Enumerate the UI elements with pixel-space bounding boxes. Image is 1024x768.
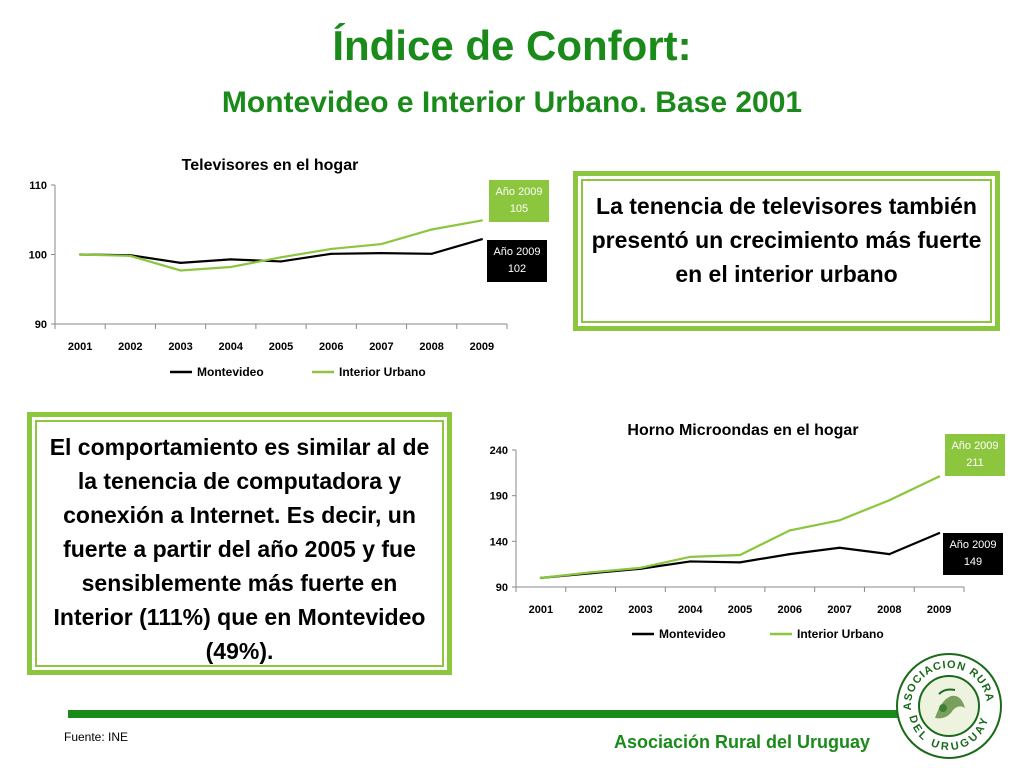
legend-label: Interior Urbano (797, 627, 884, 641)
data-point (838, 519, 841, 522)
data-point (330, 247, 333, 251)
chart-title: Horno Microondas en el hogar (627, 422, 858, 439)
data-point (279, 256, 283, 259)
x-tick-label: 2008 (419, 341, 443, 353)
y-tick-label: 90 (35, 319, 47, 331)
data-point (179, 261, 182, 264)
x-tick-label: 2009 (927, 604, 951, 616)
x-tick-label: 2002 (578, 604, 602, 616)
data-point (788, 553, 791, 556)
data-point (330, 252, 333, 255)
data-point (229, 265, 232, 269)
data-point (888, 553, 891, 556)
x-tick-label: 2008 (877, 604, 901, 616)
data-point (738, 561, 742, 564)
data-point (480, 238, 483, 241)
x-tick-label: 2006 (319, 341, 343, 353)
data-point (539, 576, 542, 579)
annotation-label: Año 2009 (949, 539, 997, 551)
data-point (380, 252, 383, 255)
x-tick-label: 2003 (168, 341, 192, 353)
chart-televisores: Televisores en el hogar 90 100 110 2001 2002 2… (29, 157, 508, 379)
y-tick-label: 100 (29, 250, 47, 262)
callout-text: El comportamiento es similar al de la te… (49, 434, 430, 664)
callout-box-comportamiento: El comportamiento es similar al de la te… (27, 412, 452, 675)
annotation-microondas-montevideo-2009: Año 2009 149 (943, 533, 1003, 575)
data-point (430, 252, 433, 255)
x-tick-label: 2006 (778, 604, 802, 616)
data-point (689, 560, 692, 563)
chart-title: Televisores en el hogar (182, 157, 359, 174)
annotation-label: Año 2009 (493, 246, 541, 258)
data-point (79, 253, 82, 256)
annotation-value: 105 (509, 203, 529, 215)
chart-microondas: Horno Microondas en el hogar 90 140 190 240 2… (490, 422, 965, 641)
annotation-value: 211 (966, 457, 984, 469)
x-tick-label: 2004 (678, 604, 703, 616)
data-point (888, 499, 891, 502)
asociacion-rural-logo: ASOCIACION RURAL DEL URUGUAY (895, 652, 1002, 759)
organization-name: Asociación Rural del Uruguay (614, 732, 871, 752)
data-point (788, 529, 791, 532)
page-title: Índice de Confort: (332, 22, 692, 69)
annotation-label: Año 2009 (495, 186, 543, 198)
x-tick-label: 2007 (827, 604, 851, 616)
data-point (480, 219, 483, 222)
data-point (279, 260, 283, 263)
callout-box-televisores: La tenencia de televisores también prese… (573, 171, 1000, 331)
x-tick-label: 2005 (269, 341, 293, 353)
data-point (938, 532, 941, 535)
x-tick-label: 2002 (118, 341, 142, 353)
series-line-interior-urbano (80, 219, 483, 272)
data-point (430, 228, 433, 231)
annotation-microondas-interior-2009: Año 2009 211 (945, 434, 1005, 476)
x-tick-label: 2005 (728, 604, 752, 616)
x-tick-label: 2003 (628, 604, 652, 616)
legend-label: Montevideo (659, 627, 726, 641)
annotation-tv-interior-2009: Año 2009 105 (489, 180, 549, 222)
x-tick-label: 2001 (529, 604, 553, 616)
y-tick-label: 190 (490, 491, 508, 503)
data-point (589, 571, 592, 574)
data-point (689, 555, 692, 558)
annotation-value: 149 (963, 556, 983, 568)
callout-text: La tenencia de televisores también prese… (591, 193, 982, 287)
page-subtitle: Montevideo e Interior Urbano. Base 2001 (221, 86, 803, 119)
source-note: Fuente: INE (64, 730, 129, 744)
y-tick-label: 240 (490, 445, 508, 457)
annotation-label: Año 2009 (951, 440, 999, 452)
y-tick-label: 140 (490, 536, 508, 548)
legend-label: Interior Urbano (339, 365, 426, 379)
legend-label: Montevideo (197, 365, 264, 379)
data-point (380, 242, 383, 246)
x-tick-label: 2009 (470, 341, 494, 353)
y-tick-label: 110 (29, 180, 47, 192)
data-point (738, 553, 742, 557)
data-point (639, 566, 642, 569)
data-point (129, 254, 132, 257)
y-tick-label: 90 (496, 582, 508, 594)
x-tick-label: 2001 (68, 341, 92, 353)
data-point (229, 258, 232, 261)
data-point (938, 475, 941, 478)
data-point (838, 546, 841, 549)
annotation-tv-montevideo-2009: Año 2009 102 (487, 240, 547, 282)
x-tick-label: 2007 (369, 341, 393, 353)
x-tick-label: 2004 (219, 341, 244, 353)
annotation-value: 102 (507, 263, 527, 275)
footer-divider (68, 710, 898, 718)
data-point (179, 269, 182, 272)
